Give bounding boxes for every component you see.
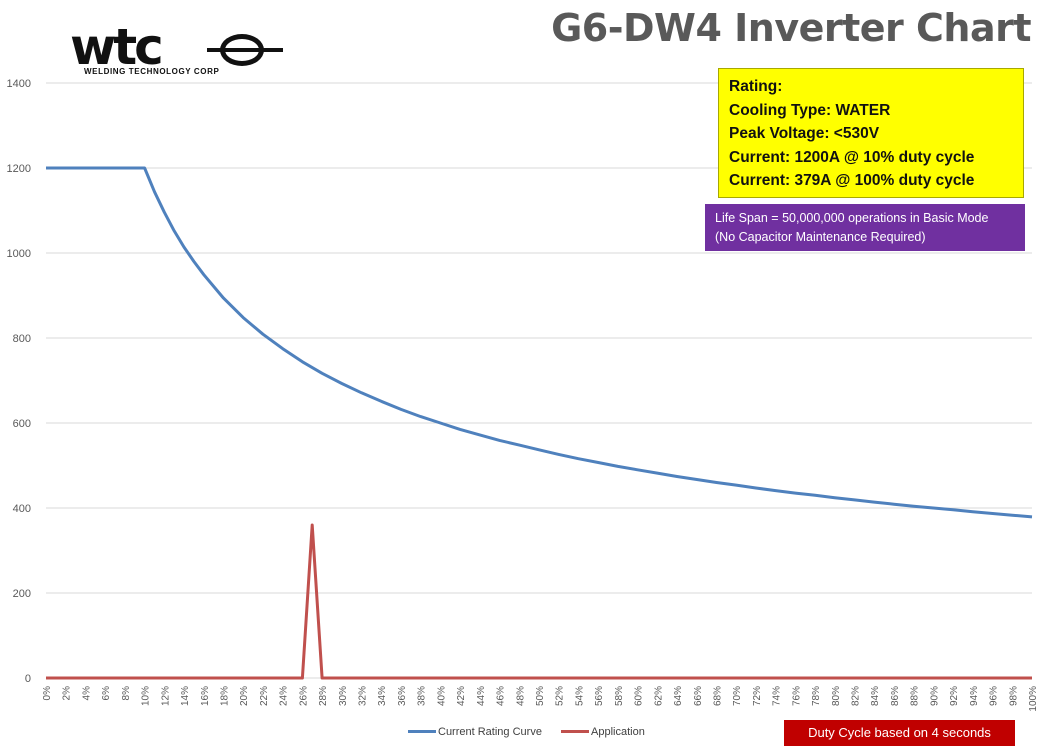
rating-current-100pct: Current: 379A @ 100% duty cycle — [729, 172, 975, 189]
x-tick-label: 70% — [732, 686, 743, 706]
x-tick-label: 12% — [160, 686, 171, 706]
x-tick-label: 28% — [318, 686, 329, 706]
x-tick-label: 80% — [831, 686, 842, 706]
x-tick-label: 40% — [436, 686, 447, 706]
x-tick-label: 20% — [239, 686, 250, 706]
y-tick-label: 800 — [13, 333, 31, 345]
x-tick-label: 50% — [535, 686, 546, 706]
x-tick-label: 94% — [969, 686, 980, 706]
rating-peak-voltage: Peak Voltage: <530V — [729, 125, 880, 142]
gridlines — [46, 82, 1032, 679]
y-tick-label: 0 — [25, 673, 31, 685]
x-tick-label: 58% — [614, 686, 625, 706]
company-logo: wtc WELDING TECHNOLOGY CORP — [70, 22, 283, 80]
x-tick-label: 52% — [555, 686, 566, 706]
legend-label-current-rating: Current Rating Curve — [438, 725, 542, 738]
x-tick-label: 98% — [1008, 686, 1019, 706]
x-axis-tick-labels: 0% 2% 4% 6% 8% 10% 12% 14% 16% 18% 20% 22% 24% 26% 28%… — [42, 686, 1039, 712]
logo-tagline: WELDING TECHNOLOGY CORP — [84, 67, 220, 76]
x-tick-label: 36% — [397, 686, 408, 706]
legend-item-application: Application — [561, 726, 645, 738]
data-series — [46, 166, 1033, 680]
x-tick-label: 2% — [62, 686, 73, 701]
x-tick-label: 42% — [456, 686, 467, 706]
y-tick-label: 1200 — [7, 163, 31, 175]
x-tick-label: 88% — [910, 686, 921, 706]
x-tick-label: 46% — [496, 686, 507, 706]
x-tick-label: 24% — [279, 686, 290, 706]
x-tick-label: 14% — [180, 686, 191, 706]
legend-label-application: Application — [591, 725, 645, 738]
x-tick-label: 100% — [1028, 686, 1039, 712]
y-tick-label: 1400 — [7, 78, 31, 90]
x-tick-label: 74% — [772, 686, 783, 706]
x-tick-label: 68% — [712, 686, 723, 706]
x-tick-label: 56% — [594, 686, 605, 706]
rating-callout: Rating: Cooling Type: WATER Peak Voltage… — [718, 68, 1024, 198]
x-tick-label: 4% — [81, 686, 92, 701]
life-span-line: Life Span = 50,000,000 operations in Bas… — [715, 211, 989, 225]
x-tick-label: 48% — [515, 686, 526, 706]
x-tick-label: 54% — [574, 686, 585, 706]
x-tick-label: 38% — [417, 686, 428, 706]
x-tick-label: 18% — [219, 686, 230, 706]
rating-heading: Rating: — [729, 78, 783, 95]
legend-item-current-rating: Current Rating Curve — [408, 726, 542, 738]
x-tick-label: 82% — [851, 686, 862, 706]
x-tick-label: 34% — [377, 686, 388, 706]
y-tick-label: 1000 — [7, 248, 31, 260]
series-line-0 — [46, 166, 1033, 519]
x-tick-label: 66% — [693, 686, 704, 706]
life-span-note: (No Capacitor Maintenance Required) — [715, 230, 926, 244]
logo-wordmark: wtc — [70, 18, 164, 76]
rating-cooling-type: Cooling Type: WATER — [729, 101, 891, 119]
x-tick-label: 22% — [259, 686, 270, 706]
x-tick-label: 84% — [870, 686, 881, 706]
x-tick-label: 10% — [141, 686, 152, 706]
chart-title: G6-DW4 Inverter Chart — [551, 6, 1031, 50]
x-tick-label: 90% — [929, 686, 940, 706]
y-tick-label: 200 — [13, 588, 31, 600]
chart-legend: Current Rating Curve Application — [408, 724, 661, 738]
x-tick-label: 76% — [791, 686, 802, 706]
x-tick-label: 30% — [338, 686, 349, 706]
duty-cycle-note: Duty Cycle based on 4 seconds — [784, 720, 1015, 746]
life-span-callout: Life Span = 50,000,000 operations in Bas… — [705, 204, 1025, 251]
x-tick-label: 62% — [653, 686, 664, 706]
y-tick-label: 400 — [13, 503, 31, 515]
x-tick-label: 16% — [200, 686, 211, 706]
x-tick-label: 26% — [298, 686, 309, 706]
x-tick-label: 78% — [811, 686, 822, 706]
x-tick-label: 32% — [358, 686, 369, 706]
y-tick-label: 600 — [13, 418, 31, 430]
x-tick-label: 86% — [890, 686, 901, 706]
legend-swatch-application — [561, 730, 589, 733]
y-axis-tick-labels: 0 200 400 600 800 1000 1200 1400 — [7, 78, 31, 685]
x-tick-label: 44% — [476, 686, 487, 706]
series-line-1 — [46, 523, 1032, 680]
x-tick-label: 60% — [634, 686, 645, 706]
x-tick-label: 92% — [949, 686, 960, 706]
x-tick-label: 72% — [752, 686, 763, 706]
logo-ring-icon — [207, 34, 283, 66]
legend-swatch-current-rating — [408, 730, 436, 733]
x-tick-label: 6% — [101, 686, 112, 701]
x-tick-label: 8% — [121, 686, 132, 701]
x-tick-label: 96% — [989, 686, 1000, 706]
x-tick-label: 0% — [42, 686, 53, 701]
rating-current-10pct: Current: 1200A @ 10% duty cycle — [729, 148, 975, 166]
x-tick-label: 64% — [673, 686, 684, 706]
